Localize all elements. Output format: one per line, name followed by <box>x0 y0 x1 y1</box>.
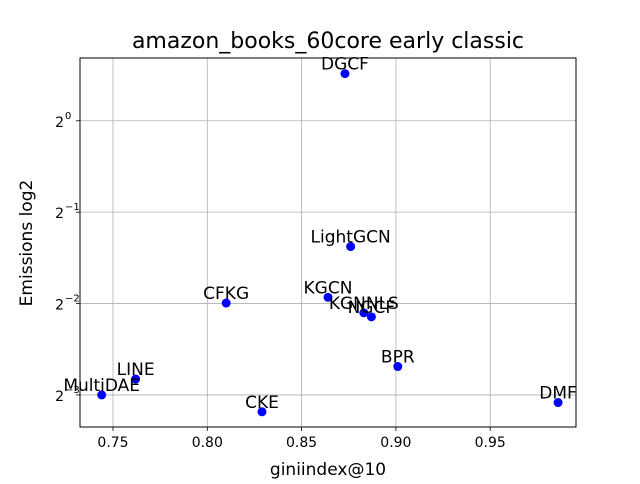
data-point <box>393 362 403 372</box>
data-point <box>323 292 333 302</box>
point-label: DMF <box>539 384 577 404</box>
point-label: LINE <box>117 360 155 380</box>
point-label: BPR <box>381 348 415 368</box>
grid <box>80 58 576 427</box>
data-point <box>131 374 141 384</box>
x-tick-label: 0.95 <box>475 435 506 451</box>
point-label: KGNNLS <box>329 294 399 314</box>
data-point <box>221 298 231 308</box>
data-point <box>97 390 107 400</box>
x-axis-label: giniindex@10 <box>270 460 386 480</box>
plot-frame <box>79 57 577 428</box>
point-label: LightGCN <box>311 228 391 248</box>
y-tick-label-base: 2 <box>55 206 64 222</box>
data-point <box>553 398 563 408</box>
y-tick-label-exponent: −3 <box>65 385 80 396</box>
point-label: NGCF <box>348 298 396 318</box>
data-point <box>366 312 376 322</box>
point-label: KGCN <box>304 278 353 298</box>
x-tick-label: 0.90 <box>380 435 411 451</box>
data-point <box>359 308 369 318</box>
y-tick-label-base: 2 <box>55 115 64 131</box>
y-tick-label-exponent: −1 <box>65 202 80 213</box>
point-label: CKE <box>245 393 279 413</box>
point-label: CFKG <box>203 284 249 304</box>
y-tick-label-exponent: −2 <box>65 294 80 305</box>
x-tick-label: 0.80 <box>192 435 223 451</box>
y-tick-label-exponent: 0 <box>65 111 71 122</box>
data-point <box>340 69 350 79</box>
x-tick-label: 0.75 <box>97 435 128 451</box>
y-tick-label-base: 2 <box>55 389 64 405</box>
chart-title: amazon_books_60core early classic <box>132 29 524 54</box>
y-tick-label-base: 2 <box>55 298 64 314</box>
y-axis-label: Emissions log2 <box>17 180 37 307</box>
point-label: DGCF <box>321 55 369 75</box>
data-point <box>257 407 267 417</box>
point-label: MultiDAE <box>63 376 140 396</box>
axis-ticks: 0.75 0.80 0.85 0.90 0.952 02 −12 −22 −3 <box>55 111 506 451</box>
data-point <box>346 242 356 252</box>
x-tick-label: 0.85 <box>286 435 317 451</box>
data-points <box>97 69 563 417</box>
